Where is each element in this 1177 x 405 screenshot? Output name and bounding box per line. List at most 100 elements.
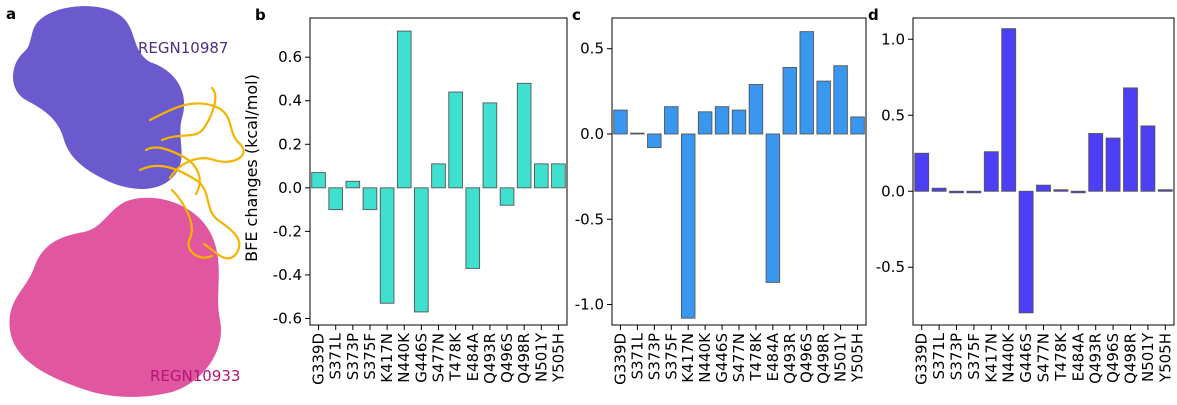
y-tick-label: 0.2 — [278, 135, 302, 153]
bar-Q493R — [482, 102, 498, 189]
x-tick-label: Q493R — [781, 333, 799, 384]
plot-frame — [611, 17, 867, 326]
x-tick-label: G446S — [1017, 333, 1035, 383]
structure-panel: a REGN10987 REGN10933 — [6, 5, 245, 397]
x-tick-label: S371L — [930, 332, 948, 379]
bar-Q496S — [1105, 137, 1121, 192]
x-tick-label: S375F — [361, 333, 379, 380]
bar-S477N — [1036, 184, 1051, 192]
bar-Q493R — [782, 67, 798, 135]
surface-lobe — [82, 12, 118, 48]
x-tick-label: G446S — [713, 333, 731, 383]
bar-G339D — [914, 152, 930, 192]
bar-G339D — [311, 172, 326, 189]
y-tick-label: -0.5 — [575, 210, 604, 228]
x-tick-label: G339D — [611, 333, 629, 385]
y-tick-label: -0.6 — [273, 309, 302, 327]
y-tick-label: 0.0 — [278, 179, 302, 197]
bar-G339D — [613, 109, 628, 135]
bar-N501Y — [1140, 125, 1156, 192]
bar-S477N — [731, 109, 747, 135]
bar-Q496S — [499, 187, 515, 206]
x-tick-label: N501Y — [1139, 332, 1157, 382]
bar-Y505H — [1157, 189, 1173, 192]
bar-K417N — [680, 133, 696, 319]
x-tick-label: Q493R — [481, 333, 499, 384]
regn10933-surface — [9, 197, 221, 397]
x-tick-label: Y505H — [849, 333, 867, 383]
x-tick-label: N501Y — [532, 332, 550, 382]
x-tick-label: S375F — [965, 333, 983, 380]
x-tick-label: E484A — [764, 332, 782, 381]
bar-S371L — [931, 187, 947, 192]
x-tick-label: K417N — [378, 333, 396, 383]
x-tick-label: S373P — [645, 333, 663, 380]
regn10933-label: REGN10933 — [150, 367, 240, 385]
bar-S373P — [345, 180, 361, 189]
x-tick-label: T478K — [747, 332, 765, 382]
bar-G446S — [1018, 190, 1034, 314]
x-tick-label: N501Y — [832, 332, 850, 382]
bar-T478K — [748, 84, 764, 135]
x-tick-label: Q493R — [1087, 333, 1105, 384]
x-tick-label: S477N — [730, 333, 748, 382]
x-tick-label: N440K — [1000, 332, 1018, 383]
surface-lobe — [118, 78, 162, 122]
bar-S375F — [966, 190, 982, 194]
x-tick-label: Q498R — [515, 333, 533, 384]
bar-N440K — [697, 111, 713, 135]
x-tick-label: S373P — [344, 333, 362, 380]
y-axis-title: BFE changes (kcal/mol) — [242, 74, 261, 262]
y-tick-label: 0.4 — [278, 92, 302, 110]
bar-N501Y — [534, 163, 549, 189]
x-tick-label: S375F — [662, 333, 680, 380]
x-tick-label: N440K — [696, 332, 714, 383]
x-tick-label: K417N — [679, 333, 697, 383]
y-tick-label: -0.2 — [273, 222, 302, 240]
bar-Q498R — [1123, 87, 1138, 192]
regn10987-surface — [13, 6, 185, 189]
x-tick-label: G339D — [310, 333, 328, 385]
surface-lobe — [60, 94, 112, 146]
x-tick-label: S477N — [1035, 333, 1053, 382]
x-tick-label: Q498R — [1122, 333, 1140, 384]
chart-c: c -1.0 -0.5 0.0 0.5 G339DS371LS373PS375FK417… — [572, 6, 867, 385]
panel-label-c: c — [572, 6, 581, 24]
x-tick-label: S371L — [628, 332, 646, 379]
x-tick-label: S477N — [430, 333, 448, 382]
x-tick-label: Q498R — [815, 333, 833, 384]
bar-E484A — [465, 187, 481, 269]
x-tick-label: Q496S — [798, 333, 816, 383]
bar-G446S — [414, 187, 429, 313]
x-tick-label: E484A — [1069, 332, 1087, 381]
bar-E484A — [1070, 190, 1086, 194]
bar-E484A — [765, 133, 781, 283]
x-tick-label: S371L — [327, 332, 345, 379]
y-tick-label: 0.6 — [278, 48, 302, 66]
bar-N440K — [1001, 28, 1017, 192]
y-tick-label: 0.0 — [580, 125, 604, 143]
y-tick-label: 0.5 — [580, 40, 604, 58]
chart-b: b BFE changes (kcal/mol) -0.6 -0.4 -0.2 0.0… — [242, 6, 568, 385]
x-tick-label: G339D — [913, 333, 931, 385]
bar-K417N — [379, 187, 395, 304]
x-tick-label: Y505H — [549, 333, 567, 383]
bar-Y505H — [551, 163, 566, 189]
bar-S375F — [362, 187, 378, 211]
bar-Q498R — [516, 82, 532, 189]
bar-chart-d: -0.5 0.0 0.5 1.0 G339D S371L S373P S375F K417N N4… — [876, 17, 1175, 385]
x-tick-label: Y505H — [1156, 333, 1174, 383]
y-tick-label: -1.0 — [575, 296, 604, 314]
bar-T478K — [1053, 189, 1069, 192]
bar-Y505H — [850, 116, 865, 135]
surface-lobe — [24, 292, 76, 344]
bar-S375F — [664, 106, 679, 135]
y-tick-label: 0.5 — [881, 106, 905, 124]
x-tick-label: T478K — [447, 332, 465, 382]
bar-S373P — [647, 133, 662, 149]
bar-Q498R — [816, 80, 831, 135]
y-tick-label: -0.4 — [273, 266, 302, 284]
bar-S371L — [328, 187, 344, 211]
